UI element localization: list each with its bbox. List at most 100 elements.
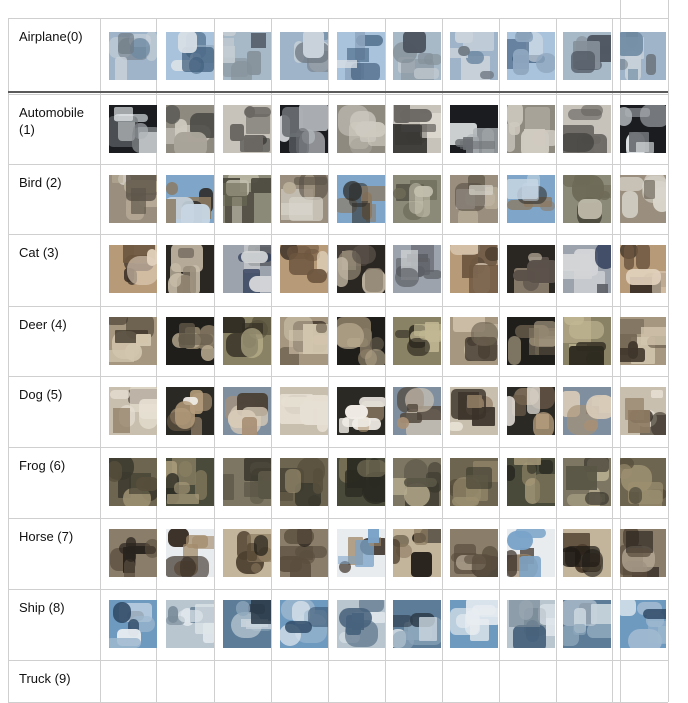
sample-image	[507, 387, 555, 435]
sample-image	[223, 32, 271, 80]
grid-vline	[100, 18, 101, 702]
sample-image	[393, 458, 441, 506]
sample-image	[166, 175, 214, 223]
sample-image	[337, 529, 385, 577]
sample-image	[450, 175, 498, 223]
sample-image	[563, 175, 611, 223]
sample-image	[337, 105, 385, 153]
class-row: Bird (2)	[0, 164, 688, 234]
sample-image	[507, 317, 555, 365]
sample-image	[507, 245, 555, 293]
sample-image	[166, 529, 214, 577]
class-row: Airplane(0)	[0, 18, 688, 94]
sample-image	[223, 529, 271, 577]
grid-hline	[8, 376, 668, 377]
sample-image	[507, 105, 555, 153]
sample-image	[109, 387, 157, 435]
class-label: Ship (8)	[19, 600, 65, 615]
class-row: Ship (8)	[0, 589, 688, 660]
sample-image	[563, 529, 611, 577]
sample-image	[280, 245, 328, 293]
sample-image	[109, 458, 157, 506]
sample-image	[450, 32, 498, 80]
sample-image	[166, 458, 214, 506]
sample-image	[393, 175, 441, 223]
sample-image	[223, 105, 271, 153]
sample-image	[507, 175, 555, 223]
sample-image	[393, 529, 441, 577]
grid-vline	[214, 18, 215, 702]
sample-image	[223, 175, 271, 223]
class-row: Frog (6)	[0, 447, 688, 518]
sample-image	[337, 245, 385, 293]
sample-image	[166, 105, 214, 153]
grid-hline	[8, 234, 668, 235]
sample-image	[563, 458, 611, 506]
class-label: Cat (3)	[19, 245, 59, 260]
sample-image	[337, 600, 385, 648]
sample-image	[280, 529, 328, 577]
class-row: Deer (4)	[0, 306, 688, 376]
grid-vline	[328, 18, 329, 702]
sample-image	[620, 317, 666, 365]
class-label: Bird (2)	[19, 175, 62, 190]
sample-image	[280, 32, 328, 80]
sample-image	[563, 105, 611, 153]
class-label: Dog (5)	[19, 387, 63, 402]
sample-image	[620, 600, 666, 648]
sample-image	[337, 32, 385, 80]
sample-image	[166, 387, 214, 435]
sample-image	[280, 600, 328, 648]
sample-image	[280, 175, 328, 223]
sample-image	[393, 105, 441, 153]
sample-image	[393, 317, 441, 365]
sample-image	[450, 245, 498, 293]
grid-hline	[8, 589, 668, 590]
sample-image	[166, 32, 214, 80]
sample-image	[223, 317, 271, 365]
sample-image	[450, 529, 498, 577]
sample-image	[109, 105, 157, 153]
sample-image	[223, 245, 271, 293]
sample-image	[337, 387, 385, 435]
sample-image	[450, 317, 498, 365]
sample-image	[166, 600, 214, 648]
sample-image	[450, 387, 498, 435]
sample-image	[563, 245, 611, 293]
grid-hline	[8, 18, 668, 19]
sample-image	[223, 387, 271, 435]
sample-image	[280, 317, 328, 365]
sample-image	[563, 387, 611, 435]
grid-hline	[8, 518, 668, 519]
sample-image	[337, 317, 385, 365]
class-label: Automobile (1)	[19, 105, 85, 137]
sample-image	[507, 458, 555, 506]
sample-image	[620, 32, 666, 80]
grid-vline	[8, 18, 9, 702]
sample-image	[393, 600, 441, 648]
header-separator	[8, 91, 668, 93]
class-row: Horse (7)	[0, 518, 688, 589]
grid-hline	[8, 164, 668, 165]
sample-image	[280, 387, 328, 435]
sample-image	[563, 317, 611, 365]
sample-image	[563, 600, 611, 648]
class-row: Cat (3)	[0, 234, 688, 306]
sample-image	[620, 529, 666, 577]
class-row: Truck (9)	[0, 660, 688, 702]
grid-vline	[442, 18, 443, 702]
sample-image	[620, 387, 666, 435]
sample-image	[337, 458, 385, 506]
sample-image	[507, 32, 555, 80]
sample-image	[109, 529, 157, 577]
grid-vline	[556, 18, 557, 702]
sample-image	[109, 600, 157, 648]
class-label: Truck (9)	[19, 671, 71, 686]
grid-vline	[612, 18, 613, 702]
sample-image	[109, 175, 157, 223]
sample-image	[280, 458, 328, 506]
sample-image	[507, 600, 555, 648]
sample-image	[507, 529, 555, 577]
sample-image	[393, 387, 441, 435]
